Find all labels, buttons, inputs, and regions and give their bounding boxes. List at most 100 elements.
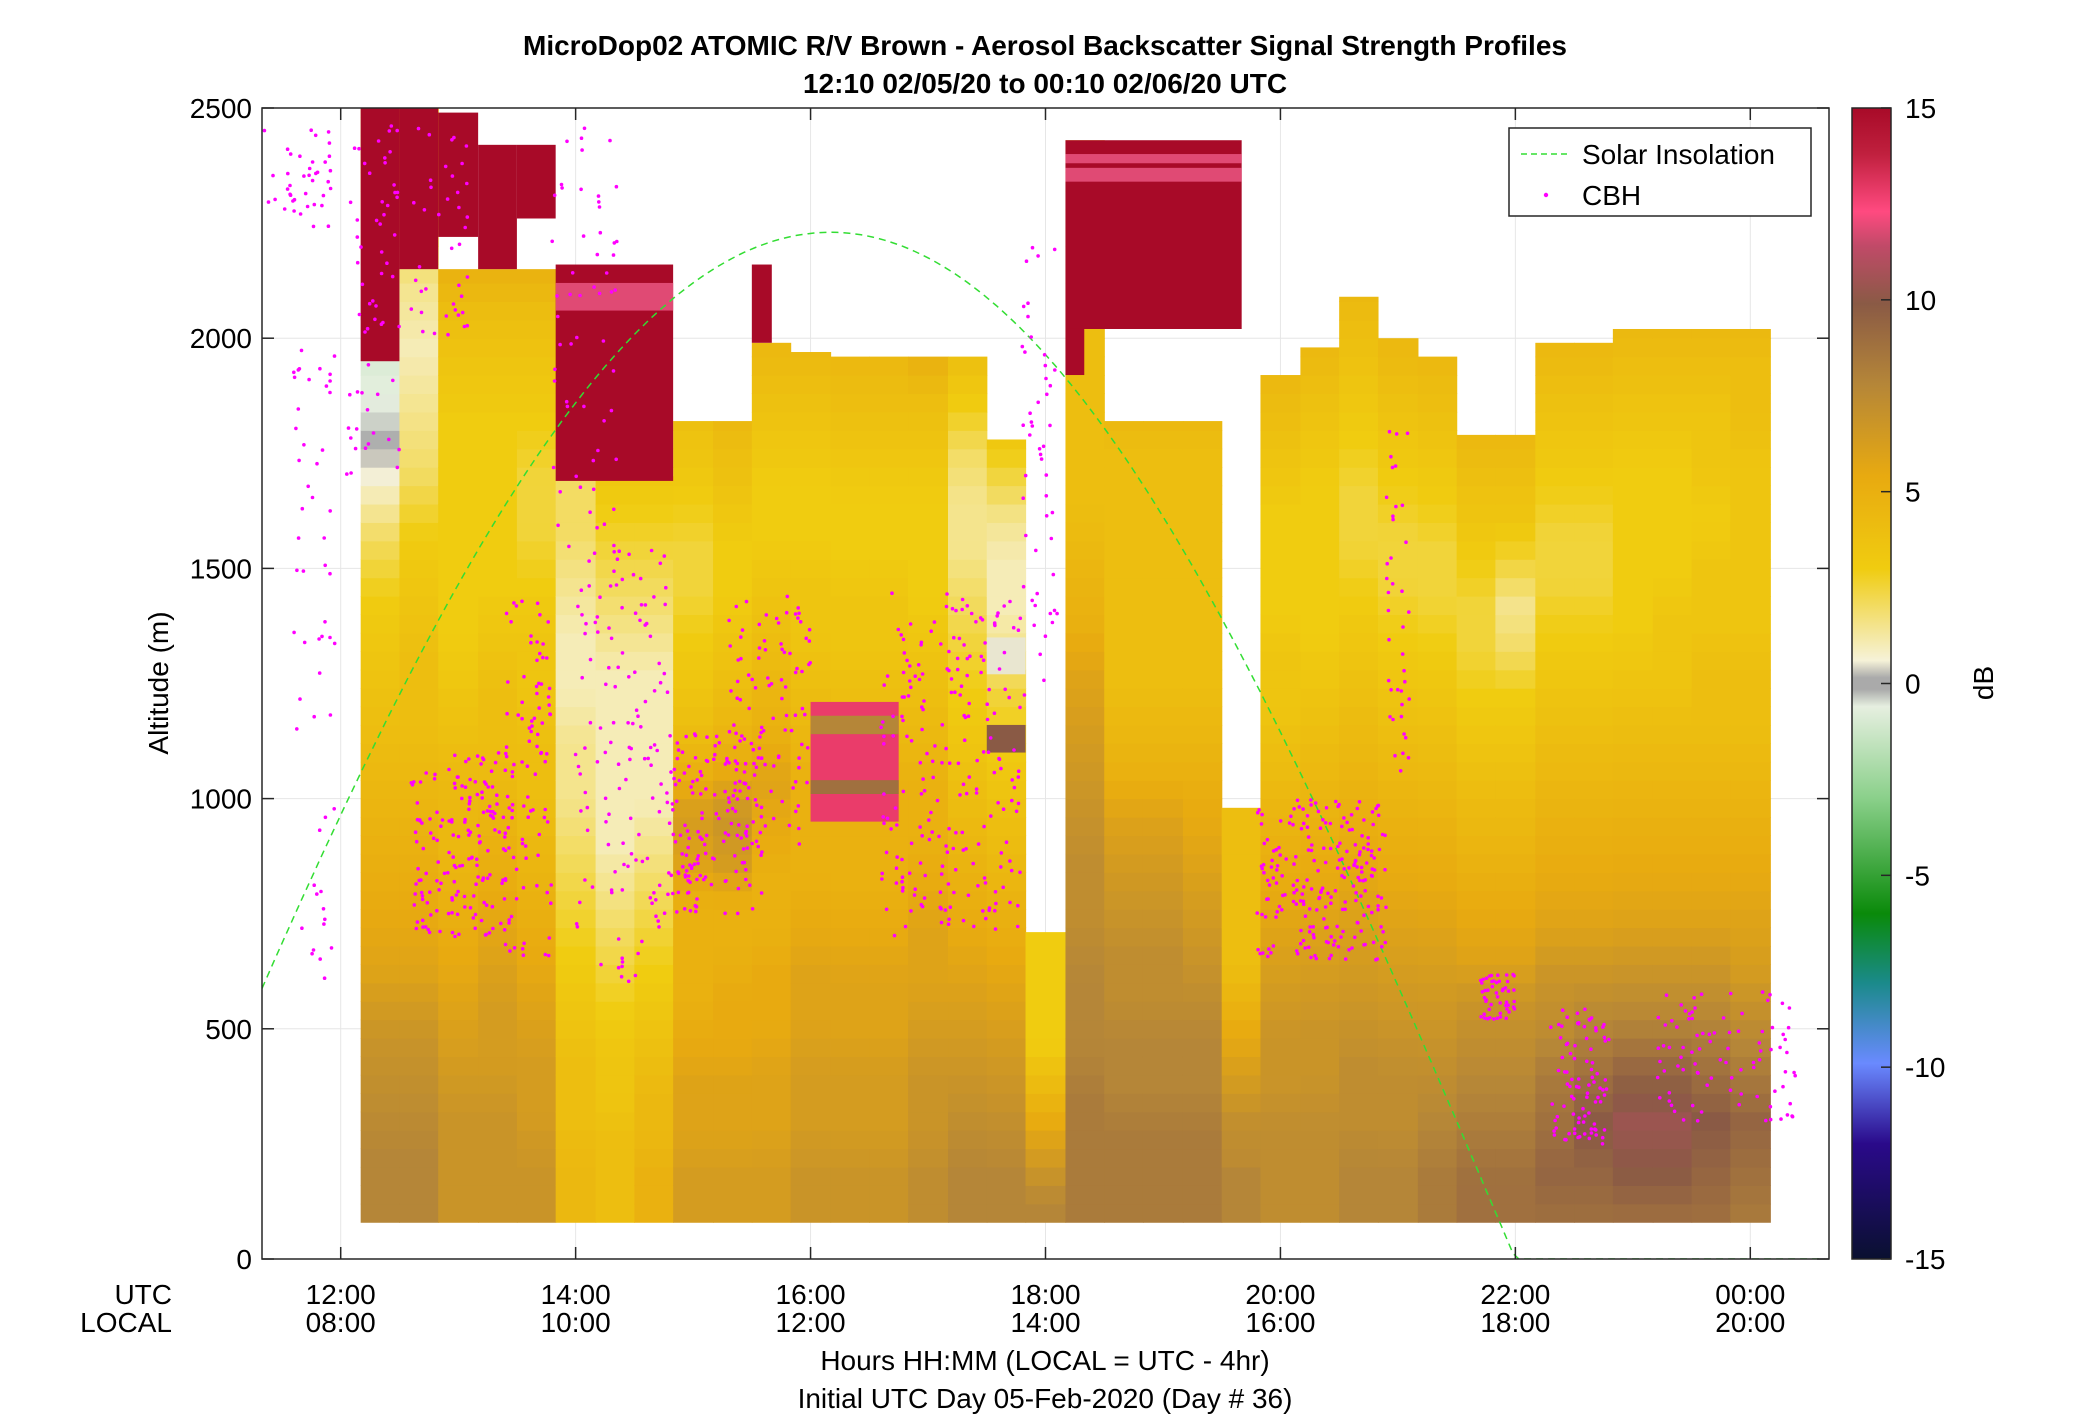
cbh-point bbox=[948, 905, 953, 909]
cbh-point bbox=[512, 946, 517, 950]
cbh-point bbox=[580, 148, 584, 152]
heatmap-cell bbox=[830, 467, 870, 487]
heatmap-cell bbox=[1182, 559, 1223, 579]
heatmap-cell bbox=[1142, 1148, 1184, 1168]
cbh-point bbox=[433, 772, 437, 777]
heatmap-cell bbox=[1730, 743, 1771, 763]
cbh-point bbox=[363, 446, 368, 451]
cbh-point bbox=[397, 447, 401, 452]
cbh-point bbox=[1052, 608, 1057, 613]
heatmap-cell bbox=[399, 1038, 439, 1058]
heatmap-cell bbox=[1104, 632, 1144, 652]
heatmap-cell bbox=[830, 1019, 870, 1039]
heatmap-cell bbox=[1417, 1001, 1458, 1021]
heatmap-cell bbox=[673, 945, 714, 965]
cbh-point bbox=[520, 837, 525, 842]
heatmap-cell bbox=[399, 596, 439, 616]
cbh-point bbox=[1664, 993, 1669, 997]
heatmap-cell bbox=[1612, 632, 1654, 652]
cbh-point bbox=[1489, 973, 1494, 978]
cbh-point bbox=[1792, 1070, 1796, 1075]
cbh-point bbox=[1705, 1083, 1709, 1087]
heatmap-cell bbox=[713, 1130, 753, 1150]
cbh-point bbox=[328, 390, 332, 395]
x-tick-label-utc: 20:00 bbox=[1245, 1279, 1315, 1310]
cbh-point bbox=[435, 908, 439, 913]
cbh-point bbox=[974, 787, 979, 791]
cbh-point bbox=[939, 872, 944, 876]
cbh-point bbox=[745, 834, 749, 838]
cbh-point bbox=[593, 620, 598, 625]
heatmap-cell bbox=[673, 872, 714, 892]
heatmap-cell bbox=[1652, 1148, 1693, 1168]
heatmap-cell bbox=[869, 393, 909, 413]
cbh-point bbox=[440, 818, 445, 822]
heatmap-cell bbox=[595, 1111, 635, 1131]
heatmap-cell bbox=[1612, 688, 1654, 708]
heatmap-cell bbox=[1730, 909, 1771, 929]
cbh-point bbox=[310, 951, 314, 956]
heatmap-cell bbox=[1065, 1001, 1105, 1021]
cbh-point bbox=[614, 457, 618, 462]
cbh-point bbox=[620, 888, 625, 892]
heatmap-cell bbox=[1377, 780, 1419, 800]
heatmap-cell bbox=[1221, 909, 1262, 929]
heatmap-cell bbox=[1300, 890, 1340, 910]
heatmap-cell bbox=[399, 319, 439, 339]
heatmap-cell bbox=[360, 872, 401, 892]
heatmap-cell bbox=[908, 522, 949, 542]
cbh-point bbox=[321, 907, 326, 911]
cbh-point bbox=[1030, 245, 1035, 250]
heatmap-cell bbox=[1691, 1074, 1731, 1094]
cbh-point bbox=[645, 856, 650, 861]
heatmap-cell bbox=[1417, 1166, 1458, 1186]
heatmap-cell bbox=[751, 448, 792, 468]
cbh-point bbox=[996, 611, 1000, 615]
heatmap-cell bbox=[1652, 853, 1693, 873]
cbh-point bbox=[1326, 891, 1330, 896]
cbh-point bbox=[1564, 1042, 1569, 1047]
cbh-point bbox=[1300, 892, 1305, 896]
cbh-point bbox=[474, 857, 479, 861]
cbh-point bbox=[574, 922, 579, 926]
heatmap-cell bbox=[1495, 1185, 1536, 1205]
heatmap-cell bbox=[986, 872, 1027, 892]
cbh-point bbox=[1402, 732, 1406, 736]
heatmap-cell bbox=[908, 872, 949, 892]
heatmap-cell bbox=[1221, 1185, 1262, 1205]
cbh-point bbox=[760, 850, 764, 854]
cbh-point bbox=[636, 714, 640, 718]
cbh-point bbox=[349, 471, 353, 475]
heatmap-cell bbox=[1377, 411, 1419, 431]
heatmap-cell bbox=[751, 522, 792, 542]
heatmap-cell bbox=[1612, 1130, 1654, 1150]
heatmap-cell bbox=[1339, 1166, 1379, 1186]
heatmap-cell bbox=[1495, 467, 1536, 487]
heatmap-cell bbox=[516, 706, 557, 726]
heatmap-cell bbox=[360, 945, 401, 965]
heatmap-cell bbox=[1535, 743, 1575, 763]
heatmap-cell bbox=[1182, 688, 1223, 708]
cbh-point bbox=[1390, 582, 1395, 586]
heatmap-cell bbox=[713, 540, 753, 560]
heatmap-cell bbox=[1065, 964, 1105, 984]
cbh-point bbox=[1335, 866, 1340, 870]
heatmap-cell bbox=[1456, 909, 1496, 929]
heatmap-cell bbox=[1300, 522, 1340, 542]
heatmap-cell bbox=[634, 476, 674, 487]
heatmap-cell bbox=[399, 1148, 439, 1168]
cbh-point bbox=[540, 721, 545, 725]
heatmap-cell bbox=[1221, 853, 1262, 873]
heatmap-cell bbox=[399, 927, 439, 947]
cbh-point bbox=[981, 909, 985, 913]
heatmap-cell bbox=[438, 522, 479, 542]
cbh-point bbox=[456, 313, 461, 317]
cbh-point bbox=[735, 761, 740, 766]
cbh-point bbox=[752, 761, 756, 766]
cbh-point bbox=[292, 209, 296, 213]
heatmap-cell bbox=[751, 540, 792, 560]
cbh-point bbox=[740, 734, 744, 738]
cbh-point bbox=[604, 820, 608, 824]
heatmap-cell bbox=[1417, 1130, 1458, 1150]
cbh-point bbox=[793, 612, 798, 616]
